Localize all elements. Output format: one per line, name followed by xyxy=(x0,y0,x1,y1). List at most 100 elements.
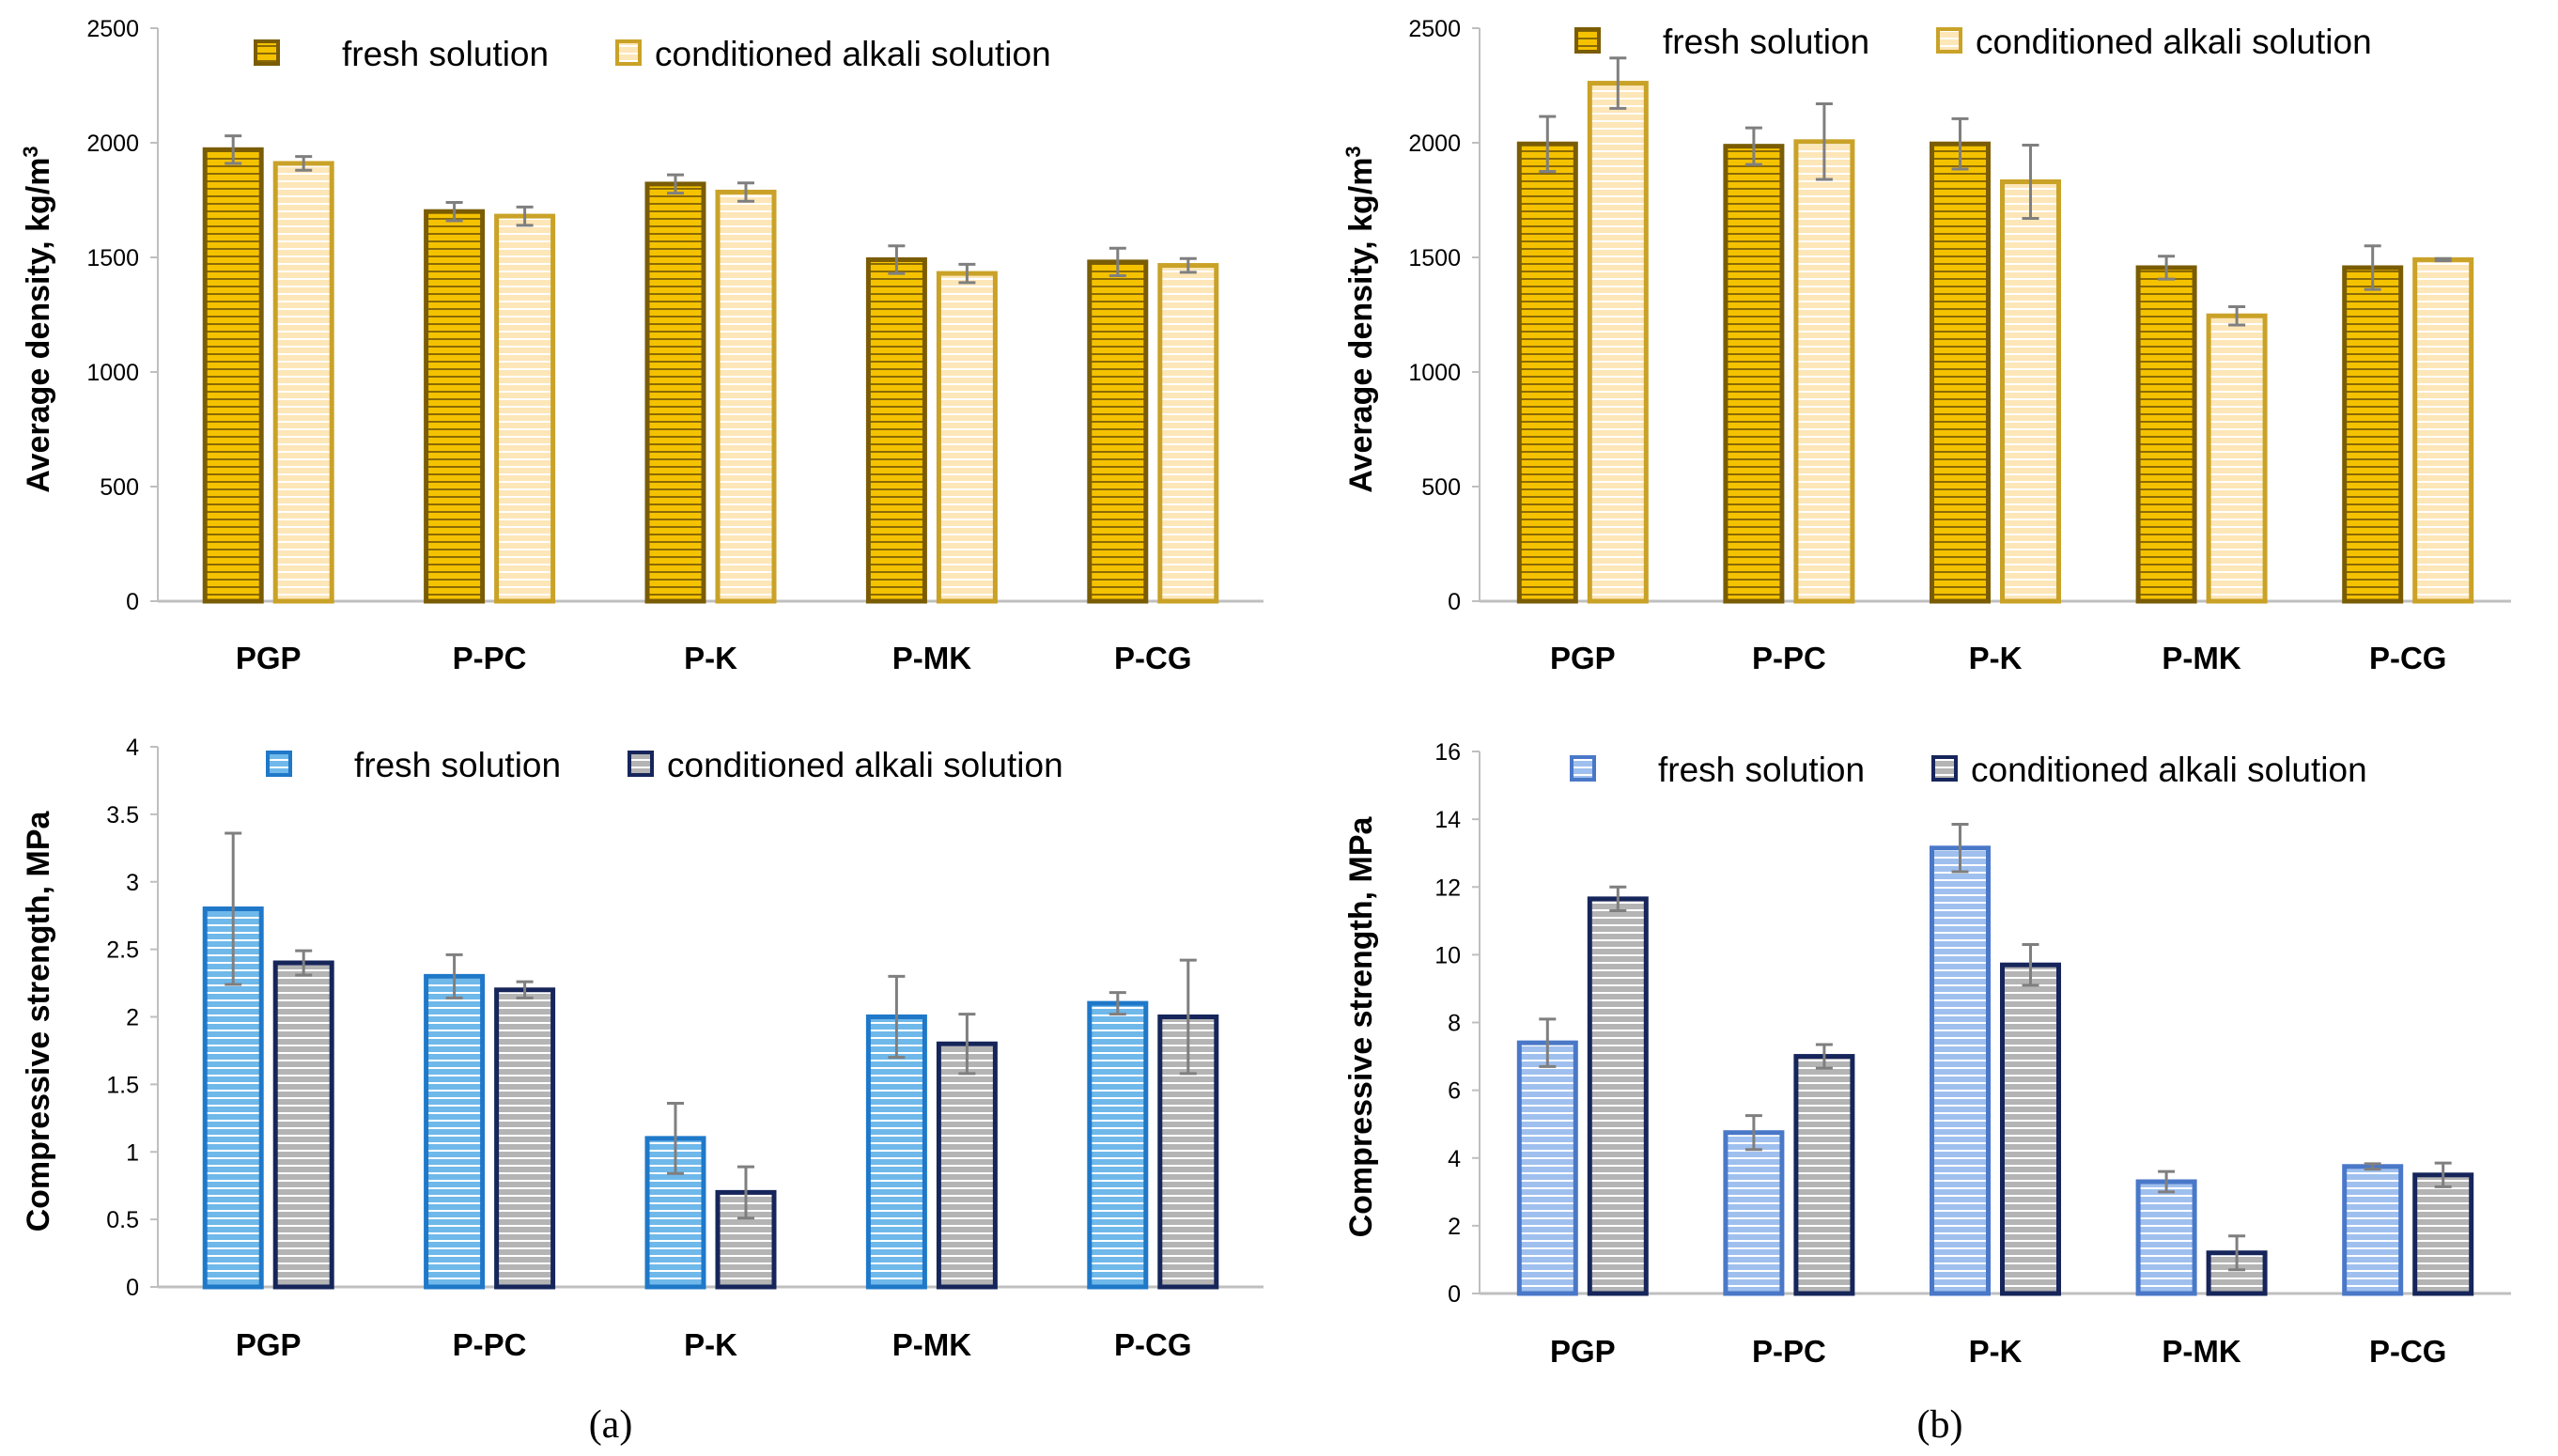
bar-gold xyxy=(1087,259,1149,604)
category-label: P-MK xyxy=(2162,641,2240,675)
y-tick-label: 4 xyxy=(1448,1146,1461,1172)
bar-cream xyxy=(2206,313,2268,604)
bar-gold xyxy=(1723,144,1785,604)
y-tick-label: 8 xyxy=(1448,1011,1461,1037)
legend-swatch-blue xyxy=(266,751,292,777)
chart-density-right: 0 500 1000 1500 2000 2500 Average density, kg/… xyxy=(1341,16,2511,675)
y-tick-label: 14 xyxy=(1434,807,1461,833)
legend-swatch-navy xyxy=(628,751,654,777)
y-axis-label: Average density, kg/m3 xyxy=(19,146,56,492)
category-label: PGP xyxy=(236,1327,302,1362)
bar-lblue xyxy=(2135,1179,2197,1296)
legend-swatch-gold xyxy=(254,39,280,66)
bar-navy xyxy=(1587,896,1649,1296)
bar-cream xyxy=(715,189,777,604)
y-tick-label: 0 xyxy=(126,589,139,615)
bar-cream xyxy=(1793,139,1855,604)
category-label: P-MK xyxy=(2162,1334,2240,1369)
bar-gold xyxy=(2342,265,2404,604)
legend-label: fresh solution xyxy=(354,746,561,784)
y-tick-label: 1000 xyxy=(1408,360,1461,386)
bar-blue xyxy=(1087,1000,1149,1290)
bar-gold xyxy=(865,256,927,604)
category-label: P-K xyxy=(1969,1334,2023,1369)
legend-label: fresh solution xyxy=(1658,751,1865,789)
bar-lblue xyxy=(1930,845,1991,1296)
category-label: P-MK xyxy=(892,641,971,675)
bar-navy xyxy=(2206,1250,2268,1296)
bar-navy xyxy=(272,960,334,1290)
caption-b: (b) xyxy=(1917,1403,1963,1447)
bar-gold xyxy=(644,181,706,604)
legend-label: conditioned alkali solution xyxy=(667,746,1063,784)
category-label: P-CG xyxy=(1114,1327,1192,1362)
category-label: P-CG xyxy=(1114,641,1192,675)
y-tick-label: 16 xyxy=(1434,739,1461,766)
category-label: P-K xyxy=(1969,641,2023,675)
y-tick-label: 0 xyxy=(1448,589,1461,615)
y-tick-label: 6 xyxy=(1448,1078,1461,1105)
bar-gold xyxy=(1930,141,1991,604)
bar-gold xyxy=(202,147,264,604)
y-tick-label: 10 xyxy=(1434,942,1461,968)
y-tick-label: 2500 xyxy=(1408,16,1461,42)
y-tick-label: 2 xyxy=(126,1005,139,1031)
legend-swatch-cream xyxy=(615,39,642,66)
category-label: P-PC xyxy=(453,641,527,675)
bar-blue xyxy=(424,973,486,1290)
y-tick-label: 3 xyxy=(126,870,139,896)
bar-cream xyxy=(2000,178,2061,604)
bar-gold xyxy=(424,209,486,604)
bar-gold xyxy=(2135,265,2197,604)
y-tick-label: 0 xyxy=(1448,1281,1461,1308)
bar-gold xyxy=(1516,141,1578,604)
bar-lblue xyxy=(2342,1164,2404,1296)
bar-lblue xyxy=(1516,1040,1578,1296)
y-axis-label: Compressive strength, MPa xyxy=(1343,816,1379,1238)
category-label: PGP xyxy=(1550,1334,1616,1369)
y-tick-label: 3.5 xyxy=(106,802,139,829)
legend-swatch-navy xyxy=(1931,755,1958,782)
bar-blue xyxy=(865,1015,927,1290)
y-tick-label: 0.5 xyxy=(106,1207,139,1233)
legend-label: fresh solution xyxy=(1663,23,1869,61)
category-label: P-CG xyxy=(2369,1334,2447,1369)
y-tick-label: 2000 xyxy=(86,131,139,157)
y-tick-label: 2500 xyxy=(86,16,139,42)
bar-navy xyxy=(494,987,556,1290)
legend-label: conditioned alkali solution xyxy=(655,35,1051,73)
category-label: PGP xyxy=(1550,641,1616,675)
y-axis-label: Average density, kg/m3 xyxy=(1341,146,1379,492)
chart-strength-left: 0 0.5 1 1.5 2 2.5 3 3.5 4 Compressive strength, M… xyxy=(21,735,1263,1362)
legend-label: conditioned alkali solution xyxy=(1971,751,2367,789)
legend-swatch-lblue xyxy=(1570,755,1596,782)
bar-navy xyxy=(936,1041,998,1290)
bar-cream xyxy=(1157,263,1219,604)
category-label: P-PC xyxy=(453,1327,527,1362)
category-label: P-PC xyxy=(1752,641,1826,675)
y-tick-label: 2.5 xyxy=(106,937,139,964)
y-tick-label: 500 xyxy=(1421,474,1461,501)
y-tick-label: 1000 xyxy=(86,360,139,386)
bar-navy xyxy=(2412,1172,2474,1296)
chart-density-left: 0 500 1000 1500 2000 2500 Average density, kg/… xyxy=(19,16,1263,675)
category-label: P-MK xyxy=(892,1327,971,1362)
bar-cream xyxy=(2412,256,2474,604)
y-tick-label: 1 xyxy=(126,1139,139,1166)
category-label: P-CG xyxy=(2369,641,2447,675)
caption-a: (a) xyxy=(589,1403,633,1447)
category-label: PGP xyxy=(236,641,302,675)
y-tick-label: 2000 xyxy=(1408,131,1461,157)
bar-cream xyxy=(494,213,556,604)
legend-label: conditioned alkali solution xyxy=(1976,23,2372,61)
legend-label: fresh solution xyxy=(342,35,549,73)
y-tick-label: 12 xyxy=(1434,875,1461,901)
bar-navy xyxy=(1793,1054,1855,1296)
bar-cream xyxy=(936,271,998,604)
bar-lblue xyxy=(1723,1130,1785,1296)
y-tick-label: 1500 xyxy=(86,245,139,271)
y-tick-label: 4 xyxy=(126,735,139,761)
bar-navy xyxy=(2000,962,2061,1296)
bar-cream xyxy=(1587,81,1649,604)
